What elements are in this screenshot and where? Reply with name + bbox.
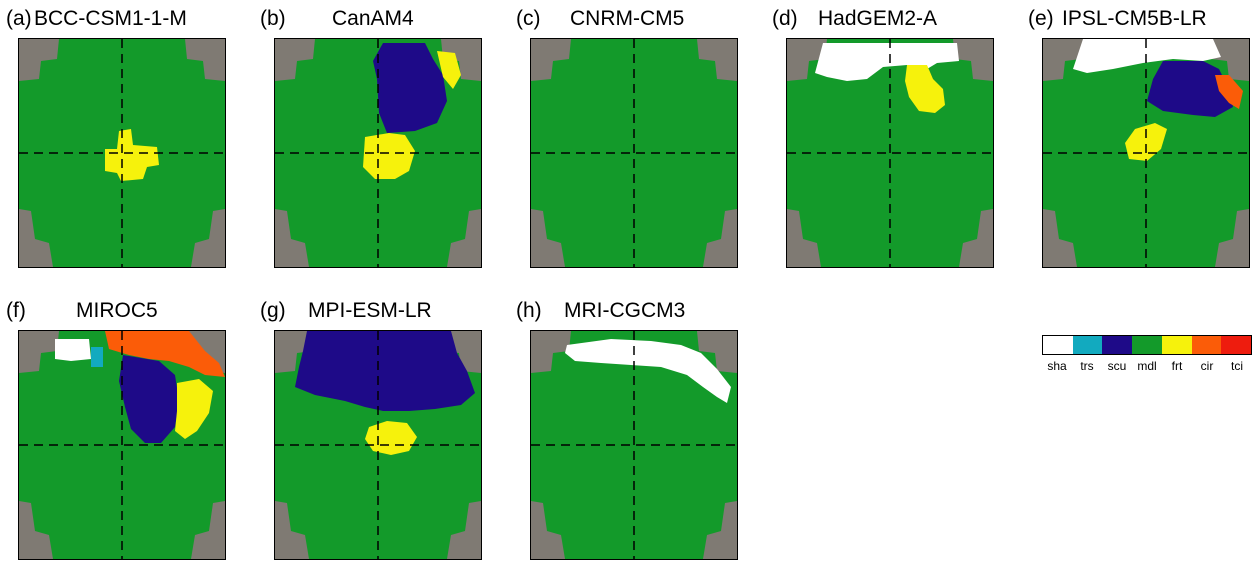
panel-tag: (h) <box>516 299 542 322</box>
panel-tag: (g) <box>260 299 286 322</box>
panel-c: (c) CNRM-CM5 <box>512 0 752 275</box>
panel-tag: (d) <box>772 7 798 30</box>
panel-title: MIROC5 <box>76 299 158 322</box>
cloud-regime-map <box>1042 38 1250 268</box>
map-graphic <box>531 39 737 267</box>
map-graphic <box>531 331 737 559</box>
map-graphic <box>19 331 225 559</box>
panel-e: (e) IPSL-CM5B-LR <box>1024 0 1254 275</box>
panel-a: (a) BCC-CSM1-1-M <box>0 0 240 275</box>
panel-h: (h) MRI-CGCM3 <box>512 292 752 562</box>
map-graphic <box>275 331 481 559</box>
legend-labels: sha trs scu mdl frt cir tci <box>1042 359 1252 373</box>
map-graphic <box>275 39 481 267</box>
legend-label-trs: trs <box>1080 359 1094 373</box>
map-graphic <box>787 39 993 267</box>
panel-title: HadGEM2-A <box>818 7 938 30</box>
legend-swatch-cir <box>1191 336 1222 354</box>
panel-b: (b) CanAM4 <box>256 0 496 275</box>
panel-title: CanAM4 <box>332 7 414 30</box>
legend-swatch-frt <box>1161 336 1192 354</box>
panel-d: (d) HadGEM2-A <box>768 0 1008 275</box>
legend-label-mdl: mdl <box>1137 359 1157 373</box>
legend-swatch-scu <box>1102 336 1133 354</box>
cloud-regime-map <box>18 38 226 268</box>
panel-tag: (e) <box>1028 7 1054 30</box>
panel-title: MPI-ESM-LR <box>308 299 432 322</box>
panel-title: IPSL-CM5B-LR <box>1062 7 1207 30</box>
legend: sha trs scu mdl frt cir tci <box>1042 335 1252 373</box>
cloud-regime-map <box>530 38 738 268</box>
panel-title: CNRM-CM5 <box>570 7 685 30</box>
panel-title: BCC-CSM1-1-M <box>34 7 187 30</box>
map-graphic <box>19 39 225 267</box>
legend-swatch-mdl <box>1132 336 1162 354</box>
map-graphic <box>1043 39 1249 267</box>
legend-label-frt: frt <box>1171 359 1183 373</box>
cloud-regime-map <box>274 330 482 560</box>
legend-swatch-trs <box>1072 336 1103 354</box>
legend-swatch-tci <box>1221 336 1252 354</box>
cloud-regime-map <box>530 330 738 560</box>
panel-title: MRI-CGCM3 <box>564 299 686 322</box>
legend-colorbar <box>1042 335 1252 355</box>
cloud-regime-map <box>786 38 994 268</box>
cloud-regime-map <box>274 38 482 268</box>
panel-tag: (f) <box>6 299 26 322</box>
panel-f: (f) MIROC5 <box>0 292 240 562</box>
cloud-regime-map <box>18 330 226 560</box>
legend-label-tci: tci <box>1231 359 1243 373</box>
legend-label-sha: sha <box>1047 359 1067 373</box>
panel-tag: (c) <box>516 7 541 30</box>
panel-tag: (a) <box>6 7 32 30</box>
legend-swatch-sha <box>1043 336 1073 354</box>
legend-label-cir: cir <box>1200 359 1214 373</box>
legend-label-scu: scu <box>1107 359 1127 373</box>
panel-g: (g) MPI-ESM-LR <box>256 292 496 562</box>
panel-tag: (b) <box>260 7 286 30</box>
